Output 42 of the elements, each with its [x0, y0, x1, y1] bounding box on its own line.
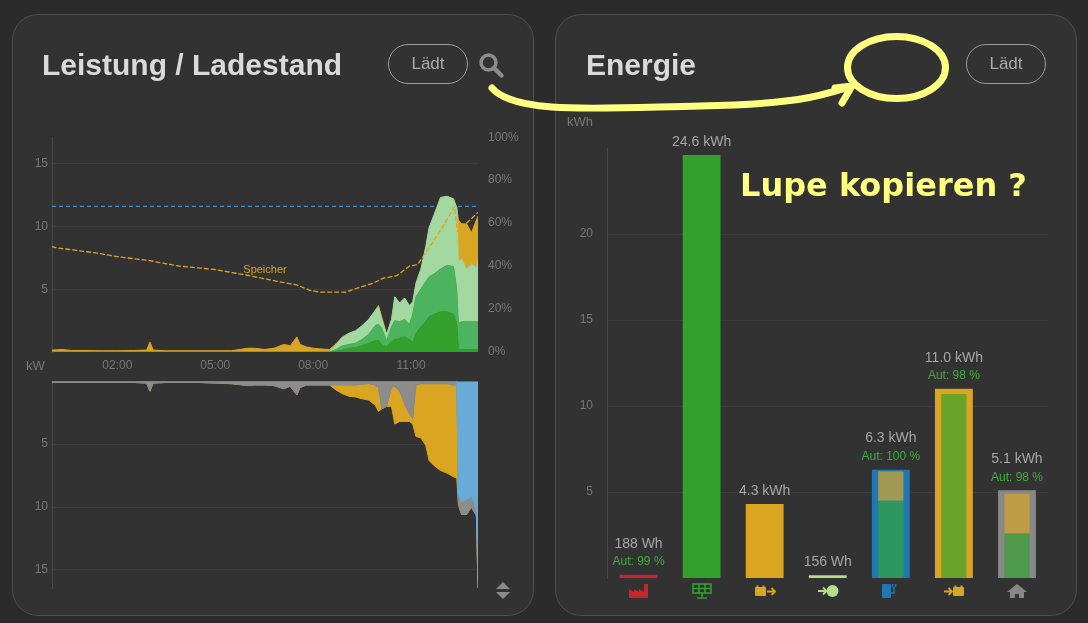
bar	[1004, 493, 1030, 534]
y-tick-label: 15	[579, 312, 594, 327]
annotation: 188 Wh Aut: 99 %	[612, 534, 665, 569]
series-label: Speicher	[243, 263, 288, 276]
bar	[878, 471, 904, 501]
y2-tick-label: 100%	[488, 129, 520, 144]
x-tick-label: 11:00	[396, 357, 426, 372]
x-tick-label: 05:00	[200, 357, 231, 372]
bar	[682, 154, 721, 578]
bar	[745, 504, 784, 578]
y2-tick-label: 20%	[488, 301, 513, 316]
x-tick-label: 02:00	[102, 357, 133, 372]
chart-title: Energie	[586, 48, 697, 81]
y-tick-label: 10	[34, 218, 49, 233]
data-label: 4.3 kWh	[739, 481, 791, 498]
bar	[808, 575, 847, 578]
bar	[619, 574, 658, 578]
x-tick-label: 08:00	[298, 357, 329, 372]
y-axis-title: kW	[26, 357, 46, 373]
bar	[878, 500, 904, 578]
y2-tick-label: 40%	[488, 258, 513, 273]
annotation: 156 Wh	[803, 553, 852, 570]
data-label: 24.6 kWh	[672, 132, 732, 149]
chart-title: Leistung / Ladestand	[42, 48, 343, 81]
y-tick-label: 20	[579, 226, 594, 241]
data-label: 11.0 kWh Aut: 98 %	[924, 348, 983, 383]
y2-tick-label: 60%	[488, 215, 513, 230]
y-tick-label: 5	[586, 484, 594, 499]
y-axis-title: kWh	[567, 113, 593, 129]
y-tick-label: 10	[34, 499, 49, 514]
y2-tick-label: 80%	[488, 172, 513, 187]
y-tick-label: 10	[579, 398, 594, 413]
data-label: 6.3 kWh Aut: 100 %	[861, 429, 921, 463]
y-tick-label: 5	[41, 436, 49, 451]
y-tick-label: 15	[34, 562, 49, 577]
y-tick-label: 5	[41, 281, 49, 296]
bar	[941, 393, 967, 578]
data-label: 5.1 kWh Aut: 98 %	[990, 450, 1044, 484]
bar	[1004, 533, 1030, 578]
y-tick-label: 15	[34, 155, 49, 170]
y2-tick-label: 0%	[488, 344, 506, 359]
annotation: Lupe kopieren ?	[740, 165, 1027, 205]
